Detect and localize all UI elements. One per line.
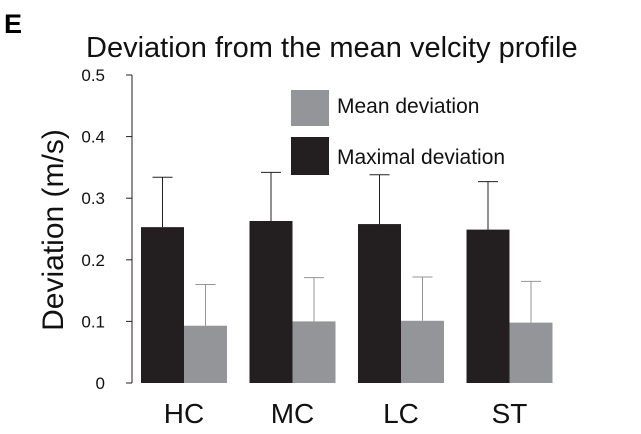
y-tick-label: 0.4 xyxy=(81,128,105,147)
panel-label: E xyxy=(4,9,22,39)
x-tick-label: MC xyxy=(271,398,315,429)
y-tick-label: 0.5 xyxy=(81,66,105,85)
legend-swatch-maximal-deviation xyxy=(291,137,329,175)
y-tick-label: 0.2 xyxy=(81,251,105,270)
legend: Mean deviation Maximal deviation xyxy=(291,90,505,175)
bar-maximal-deviation xyxy=(249,220,293,383)
bar-mean-deviation xyxy=(292,321,336,383)
bar-maximal-deviation xyxy=(466,229,510,383)
chart-title: Deviation from the mean velcity profile xyxy=(86,32,578,64)
x-tick-label: LC xyxy=(383,398,419,429)
bar-mean-deviation xyxy=(184,325,227,383)
y-tick-label: 0 xyxy=(96,374,105,393)
bar-maximal-deviation xyxy=(141,227,184,383)
y-tick-label: 0.3 xyxy=(81,189,105,208)
bar-mean-deviation xyxy=(509,322,553,383)
y-axis-label: Deviation (m/s) xyxy=(37,129,70,331)
x-tick-label: ST xyxy=(492,398,528,429)
y-tick-label: 0.1 xyxy=(81,312,105,331)
legend-label-maximal-deviation: Maximal deviation xyxy=(337,146,505,169)
bar-maximal-deviation xyxy=(358,224,401,383)
legend-swatch-mean-deviation xyxy=(291,90,329,126)
plot-area: 0 0.1 0.2 0.3 0.4 0.5 HC MC LC ST xyxy=(81,66,553,429)
legend-label-mean-deviation: Mean deviation xyxy=(337,95,479,118)
bar-mean-deviation xyxy=(401,320,444,383)
x-tick-label: HC xyxy=(164,398,204,429)
